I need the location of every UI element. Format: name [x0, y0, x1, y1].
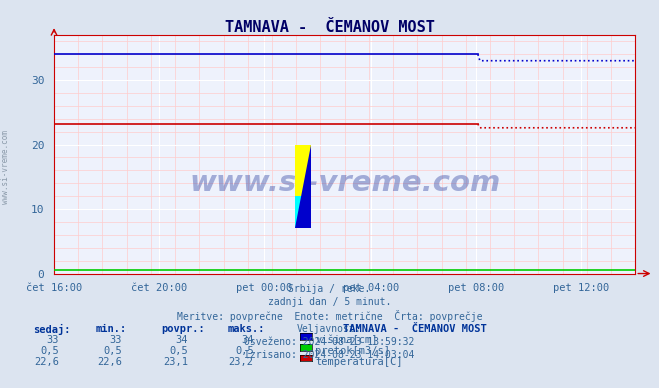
Polygon shape: [295, 145, 312, 229]
Text: višina[cm]: višina[cm]: [315, 335, 378, 345]
Text: 22,6: 22,6: [34, 357, 59, 367]
Text: zadnji dan / 5 minut.: zadnji dan / 5 minut.: [268, 297, 391, 307]
Text: 23,2: 23,2: [229, 357, 254, 367]
Text: www.si-vreme.com: www.si-vreme.com: [189, 169, 500, 197]
Text: Srbija / reke.: Srbija / reke.: [289, 284, 370, 294]
Bar: [295, 145, 312, 196]
Text: maks.:: maks.:: [227, 324, 265, 334]
Text: 34: 34: [175, 335, 188, 345]
Bar: [295, 196, 312, 229]
Text: Meritve: povprečne  Enote: metrične  Črta: povprečje: Meritve: povprečne Enote: metrične Črta:…: [177, 310, 482, 322]
Text: min.:: min.:: [96, 324, 127, 334]
Text: Izrisano: 2024-08-23 14:03:04: Izrisano: 2024-08-23 14:03:04: [244, 350, 415, 360]
Text: temperatura[C]: temperatura[C]: [315, 357, 403, 367]
Text: 23,1: 23,1: [163, 357, 188, 367]
Text: 0,5: 0,5: [103, 346, 122, 356]
Text: pretok[m3/s]: pretok[m3/s]: [315, 346, 390, 356]
Text: povpr.:: povpr.:: [161, 324, 205, 334]
Text: 0,5: 0,5: [41, 346, 59, 356]
Text: TAMNAVA -  ČEMANOV MOST: TAMNAVA - ČEMANOV MOST: [225, 20, 434, 35]
Text: 33: 33: [47, 335, 59, 345]
Text: 22,6: 22,6: [97, 357, 122, 367]
Text: 34: 34: [241, 335, 254, 345]
Text: Veljavnost:: Veljavnost:: [297, 324, 362, 334]
Text: 0,5: 0,5: [169, 346, 188, 356]
Text: Osveženo: 2024-08-23 13:59:32: Osveženo: 2024-08-23 13:59:32: [244, 337, 415, 347]
Text: www.si-vreme.com: www.si-vreme.com: [1, 130, 10, 204]
Text: 33: 33: [109, 335, 122, 345]
Text: 0,5: 0,5: [235, 346, 254, 356]
Text: TAMNAVA -  ČEMANOV MOST: TAMNAVA - ČEMANOV MOST: [343, 324, 486, 334]
Text: sedaj:: sedaj:: [33, 324, 71, 335]
